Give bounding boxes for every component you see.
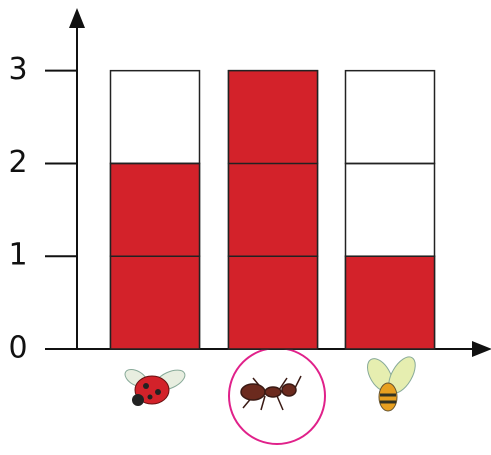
ladybug-icon <box>122 366 188 406</box>
cell <box>346 163 435 256</box>
bee-icon <box>362 353 420 411</box>
y-tick-label: 0 <box>8 331 27 366</box>
icons <box>122 348 421 444</box>
chart: 0 1 2 3 <box>0 0 491 451</box>
bar <box>229 71 318 349</box>
bar <box>346 256 435 349</box>
cell <box>111 71 200 164</box>
y-tick-label: 3 <box>8 52 27 87</box>
y-tick-label: 2 <box>8 145 27 180</box>
y-tick-label: 1 <box>8 238 27 273</box>
ant-icon <box>241 376 301 410</box>
cell <box>346 71 435 164</box>
